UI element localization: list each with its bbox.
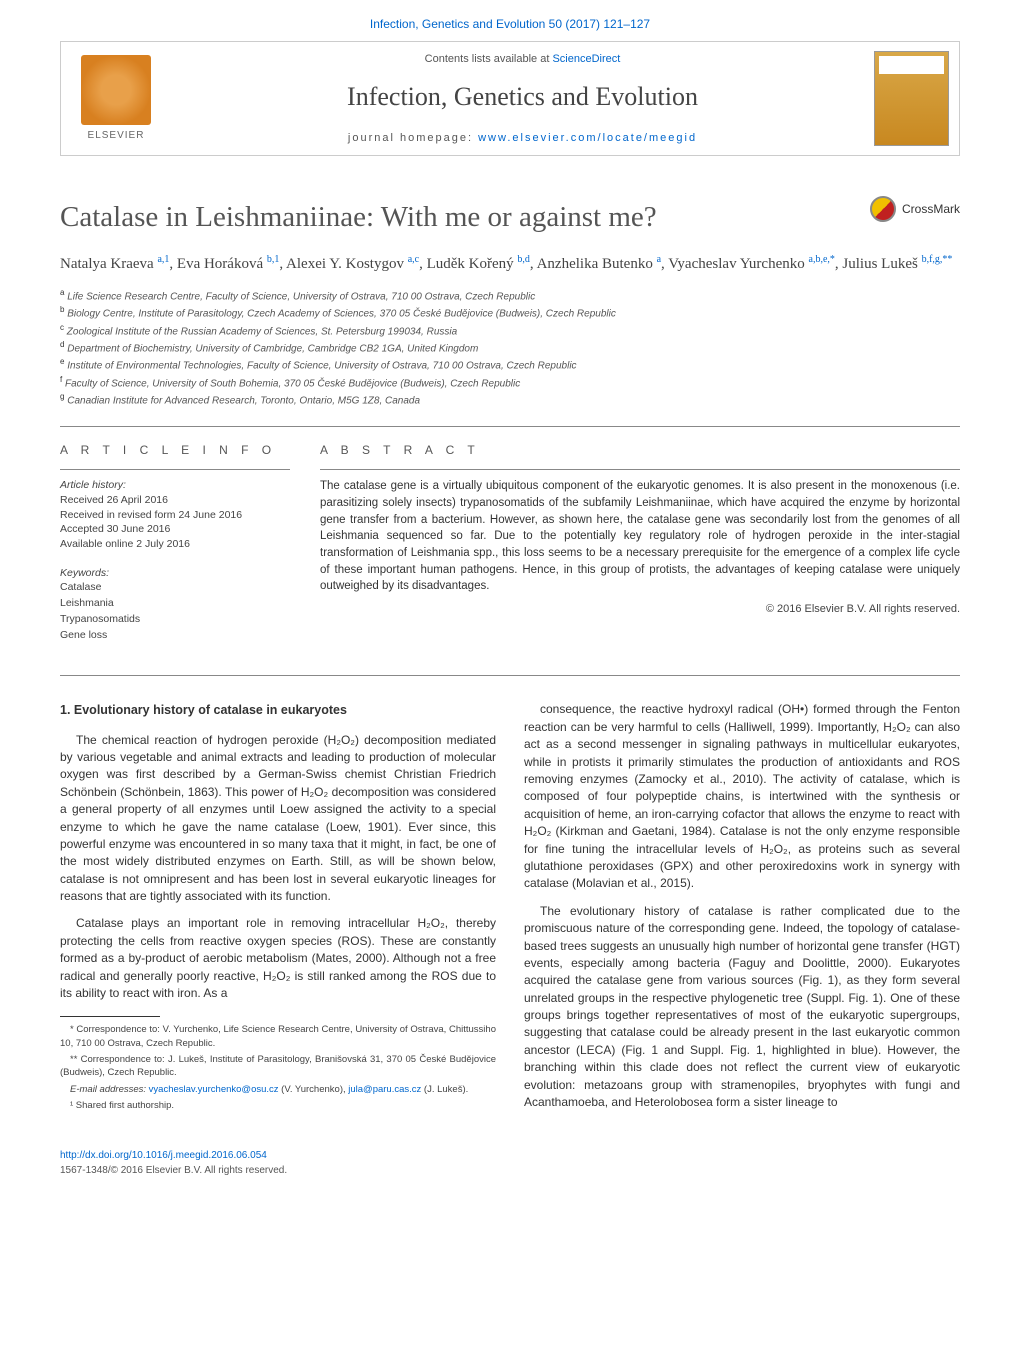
abstract-copyright: © 2016 Elsevier B.V. All rights reserved… bbox=[320, 601, 960, 618]
homepage-prefix: journal homepage: bbox=[348, 132, 478, 144]
article-title: Catalase in Leishmaniinae: With me or ag… bbox=[60, 196, 657, 240]
footnotes-block: * Correspondence to: V. Yurchenko, Life … bbox=[60, 1023, 496, 1112]
doi-link[interactable]: http://dx.doi.org/10.1016/j.meegid.2016.… bbox=[60, 1150, 267, 1161]
journal-name: Infection, Genetics and Evolution bbox=[171, 77, 874, 116]
publisher-name: ELSEVIER bbox=[88, 128, 145, 143]
abstract-text: The catalase gene is a virtually ubiquit… bbox=[320, 478, 960, 595]
article-info-heading: A R T I C L E I N F O bbox=[60, 441, 290, 459]
email-footnote: E-mail addresses: vyacheslav.yurchenko@o… bbox=[60, 1083, 496, 1096]
body-paragraph: Catalase plays an important role in remo… bbox=[60, 915, 496, 1002]
shared-authorship-footnote: ¹ Shared first authorship. bbox=[60, 1099, 496, 1112]
history-label: Article history: bbox=[60, 478, 290, 493]
homepage-line: journal homepage: www.elsevier.com/locat… bbox=[171, 130, 874, 147]
info-divider bbox=[60, 469, 290, 470]
affiliations: a Life Science Research Centre, Faculty … bbox=[60, 287, 960, 408]
keywords-block: Keywords: CatalaseLeishmaniaTrypanosomat… bbox=[60, 566, 290, 644]
abstract-divider bbox=[320, 469, 960, 470]
contents-line: Contents lists available at ScienceDirec… bbox=[171, 51, 874, 68]
crossmark-icon bbox=[870, 196, 896, 222]
contents-prefix: Contents lists available at bbox=[425, 53, 553, 65]
abstract-heading: A B S T R A C T bbox=[320, 441, 960, 459]
email-link-1[interactable]: vyacheslav.yurchenko@osu.cz bbox=[149, 1084, 279, 1095]
email-label: E-mail addresses: bbox=[70, 1084, 149, 1095]
banner-center: Contents lists available at ScienceDirec… bbox=[171, 41, 874, 157]
body-paragraph: The evolutionary history of catalase is … bbox=[524, 903, 960, 1112]
article-history: Article history: Received 26 April 2016R… bbox=[60, 478, 290, 551]
body-paragraph: The chemical reaction of hydrogen peroxi… bbox=[60, 732, 496, 906]
page-footer: http://dx.doi.org/10.1016/j.meegid.2016.… bbox=[60, 1148, 960, 1178]
body-paragraph: consequence, the reactive hydroxyl radic… bbox=[524, 701, 960, 892]
email-who-1: (V. Yurchenko), bbox=[279, 1084, 349, 1095]
body-columns: 1. Evolutionary history of catalase in e… bbox=[60, 701, 960, 1118]
section-1-heading: 1. Evolutionary history of catalase in e… bbox=[60, 701, 496, 719]
keywords-label: Keywords: bbox=[60, 566, 290, 581]
crossmark-label: CrossMark bbox=[902, 200, 960, 218]
email-link-2[interactable]: jula@paru.cas.cz bbox=[348, 1084, 421, 1095]
footnotes-divider bbox=[60, 1016, 160, 1017]
divider-bottom bbox=[60, 675, 960, 676]
elsevier-logo: ELSEVIER bbox=[61, 42, 171, 155]
abstract-panel: A B S T R A C T The catalase gene is a v… bbox=[320, 427, 960, 657]
citation-header: Infection, Genetics and Evolution 50 (20… bbox=[0, 0, 1020, 41]
crossmark-badge[interactable]: CrossMark bbox=[870, 196, 960, 222]
citation-link[interactable]: Infection, Genetics and Evolution 50 (20… bbox=[370, 17, 650, 31]
corr-footnote-2: ** Correspondence to: J. Lukeš, Institut… bbox=[60, 1053, 496, 1080]
issn-copyright: 1567-1348/© 2016 Elsevier B.V. All right… bbox=[60, 1165, 287, 1176]
elsevier-tree-icon bbox=[81, 55, 151, 125]
authors-list: Natalya Kraeva a,1, Eva Horáková b,1, Al… bbox=[60, 252, 960, 276]
journal-banner: ELSEVIER Contents lists available at Sci… bbox=[60, 41, 960, 156]
corr-footnote-1: * Correspondence to: V. Yurchenko, Life … bbox=[60, 1023, 496, 1050]
email-who-2: (J. Lukeš). bbox=[421, 1084, 468, 1095]
journal-cover-thumbnail bbox=[874, 51, 949, 146]
sciencedirect-link[interactable]: ScienceDirect bbox=[552, 53, 620, 65]
homepage-link[interactable]: www.elsevier.com/locate/meegid bbox=[478, 132, 697, 144]
article-info-panel: A R T I C L E I N F O Article history: R… bbox=[60, 427, 290, 657]
